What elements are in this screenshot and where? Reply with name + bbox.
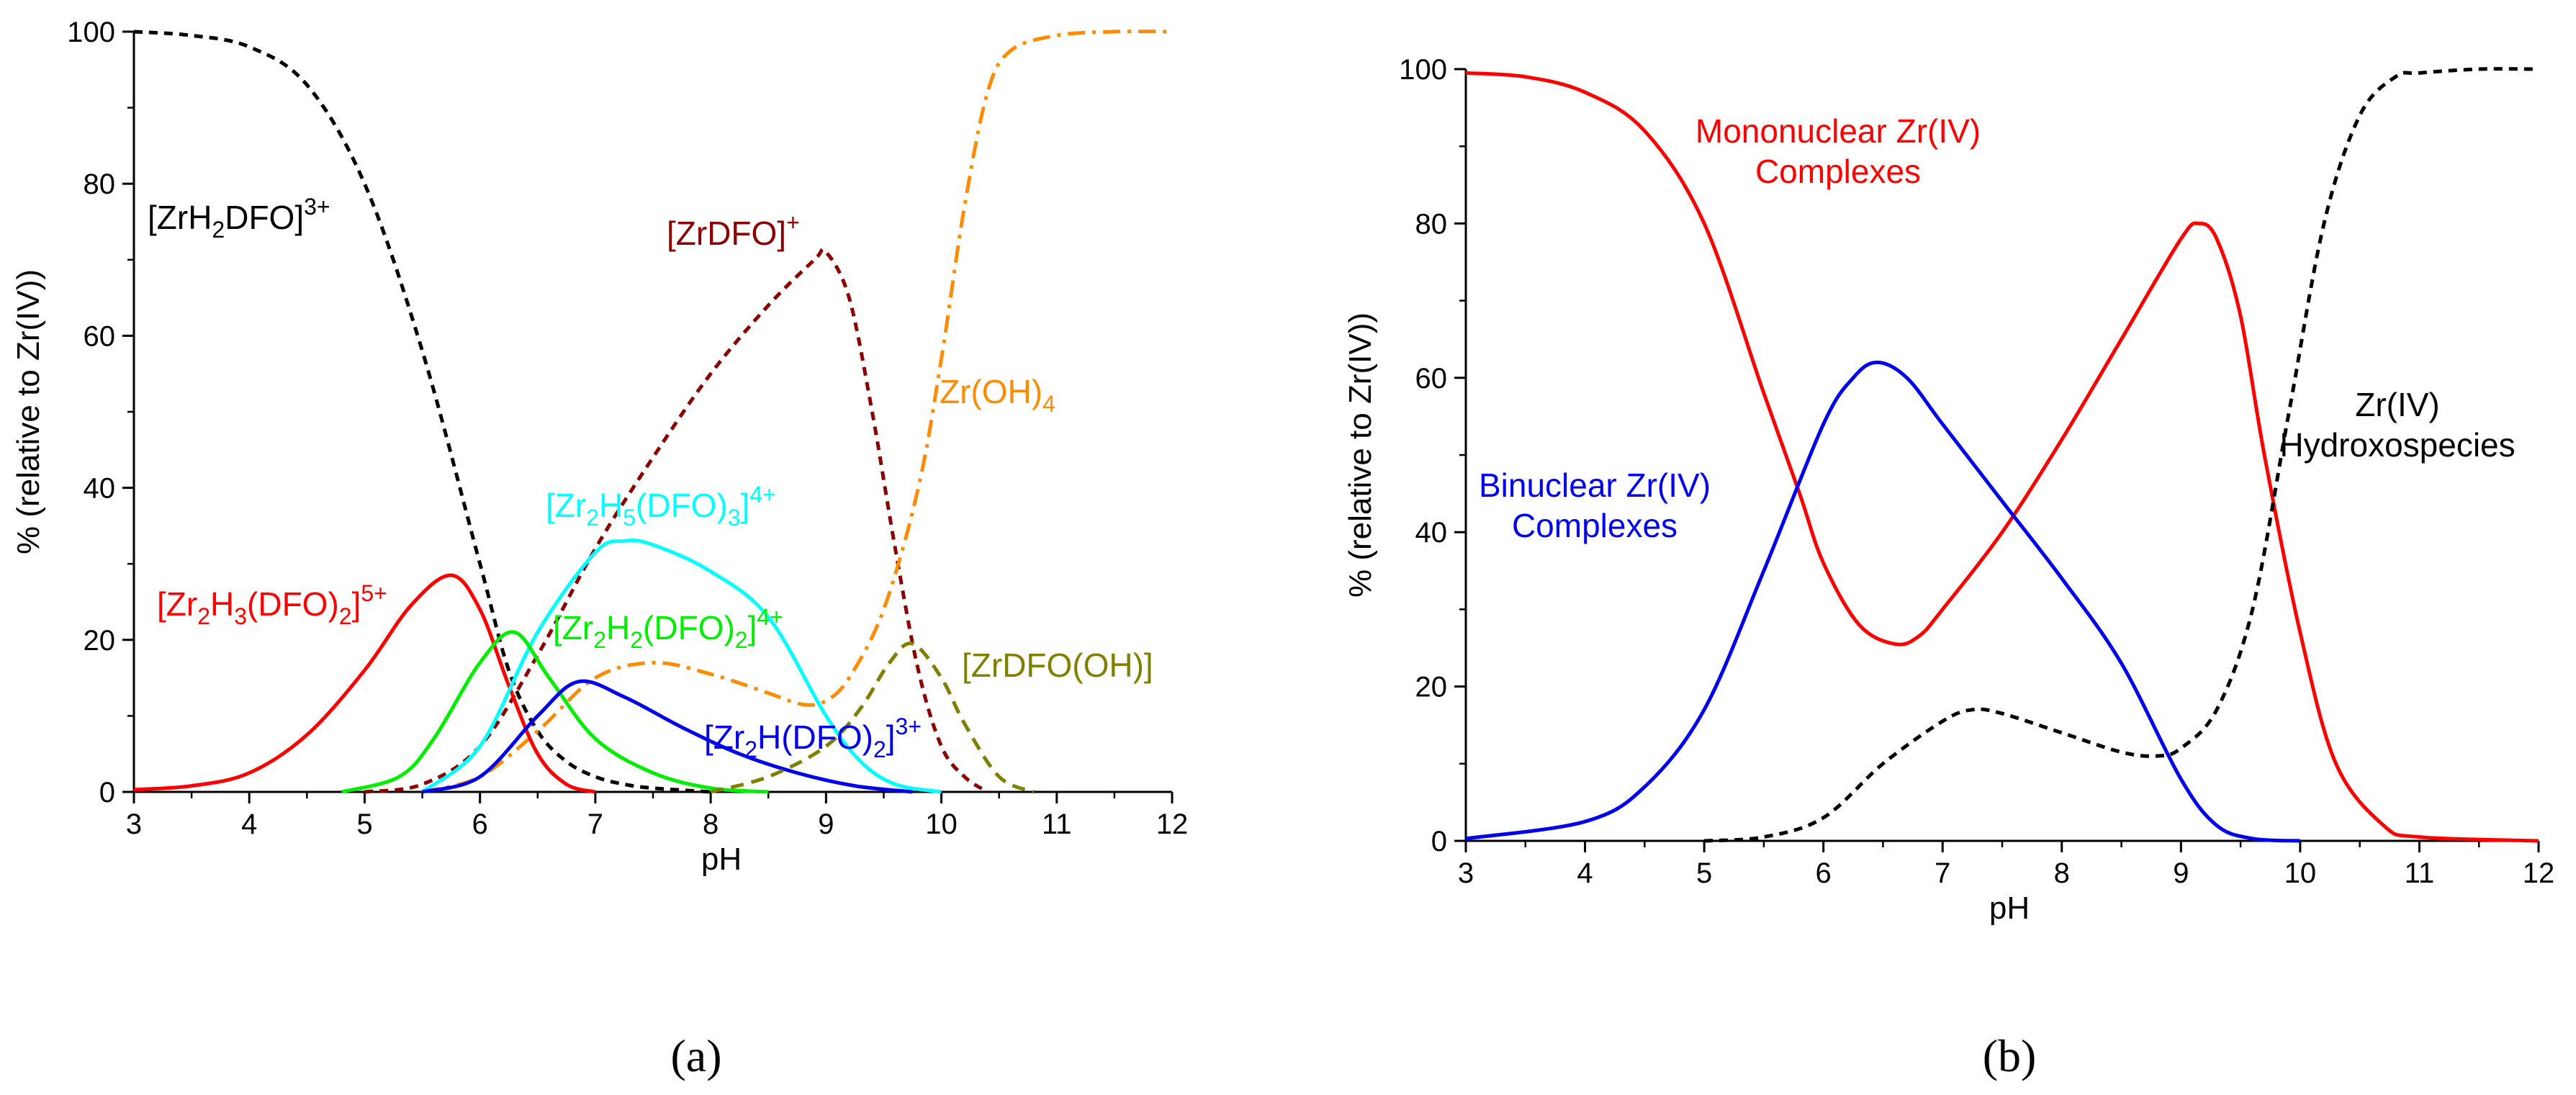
panel-label: (a) <box>670 1030 721 1081</box>
series-label-6: [Zr2H(DFO)2]3+ <box>704 713 922 762</box>
x-tick-label: 8 <box>2054 857 2070 889</box>
y-tick-label: 40 <box>84 473 116 505</box>
x-tick-label: 8 <box>703 808 719 840</box>
y-tick-label: 20 <box>1415 672 1448 703</box>
x-tick-label: 4 <box>1577 857 1593 889</box>
series-line-4 <box>421 539 942 794</box>
y-tick-label: 0 <box>99 777 115 808</box>
x-tick-label: 3 <box>126 808 142 840</box>
series-label-0: Mononuclear Zr(IV) <box>1695 112 1981 150</box>
y-axis-label: % (relative to Zr(IV)) <box>1343 312 1378 598</box>
series-label-7: [ZrDFO(OH)] <box>962 646 1153 684</box>
x-axis-label: pH <box>1989 891 2030 926</box>
y-tick-label: 0 <box>1431 826 1447 857</box>
series-line-3 <box>133 573 596 794</box>
series-label-0: Complexes <box>1755 153 1921 190</box>
x-tick-label: 10 <box>2284 857 2317 889</box>
series-line-5 <box>341 630 769 794</box>
x-tick-label: 11 <box>2405 857 2435 889</box>
x-tick-label: 5 <box>1696 857 1712 889</box>
series-line-1 <box>1465 360 2301 843</box>
x-axis-label: pH <box>701 842 742 877</box>
series-line-2 <box>1703 67 2539 843</box>
y-tick-label: 40 <box>1415 517 1448 549</box>
series-label-0: [ZrH2DFO]3+ <box>148 194 330 243</box>
series-label-2: Zr(IV) <box>2355 386 2440 423</box>
x-tick-label: 11 <box>1042 808 1072 840</box>
y-tick-label: 60 <box>84 320 116 352</box>
x-tick-label: 10 <box>925 808 958 840</box>
x-tick-label: 3 <box>1458 857 1474 889</box>
y-tick-label: 80 <box>1415 208 1448 240</box>
series-line-0 <box>1465 71 2539 843</box>
series-line-2 <box>421 30 1173 794</box>
x-tick-label: 6 <box>472 808 488 840</box>
series-label-1: [ZrDFO]+ <box>667 209 800 252</box>
y-tick-label: 20 <box>84 625 116 657</box>
x-tick-label: 6 <box>1816 857 1832 889</box>
series-line-7 <box>710 641 1035 794</box>
series-label-1: Binuclear Zr(IV) <box>1479 467 1711 504</box>
x-tick-label: 12 <box>2523 857 2555 889</box>
y-tick-label: 80 <box>84 168 116 200</box>
x-tick-label: 12 <box>1156 808 1189 840</box>
x-tick-label: 5 <box>356 808 372 840</box>
series-label-5: [Zr2H2(DFO)2]4+ <box>553 604 783 653</box>
panel-b-chart: 3 4 5 6 7 8 9 10 11 12 0 20 40 60 80 100 pH % (relative t… <box>1343 54 2554 1081</box>
series-line-6 <box>421 679 913 794</box>
series-label-2: Hydroxospecies <box>2279 426 2515 464</box>
x-tick-label: 9 <box>2173 857 2189 889</box>
series-label-1: Complexes <box>1512 507 1677 544</box>
panel-label: (b) <box>1983 1030 2037 1081</box>
x-tick-label: 7 <box>587 808 603 840</box>
y-tick-label: 60 <box>1415 363 1448 395</box>
panel-a-chart: 3 4 5 6 7 8 9 10 11 12 0 20 40 60 80 100 pH % (relative t… <box>11 17 1188 1081</box>
y-tick-label: 100 <box>1399 54 1447 86</box>
x-tick-label: 7 <box>1935 857 1950 889</box>
series-label-3: [Zr2H3(DFO)2]5+ <box>157 580 387 629</box>
series-label-2: Zr(OH)4 <box>940 373 1055 417</box>
y-tick-label: 100 <box>67 17 115 48</box>
series-line-0 <box>133 30 711 794</box>
series-label-4: [Zr2H5(DFO)3]4+ <box>546 482 776 531</box>
y-axis-label: % (relative to Zr(IV)) <box>11 269 46 554</box>
x-tick-label: 4 <box>241 808 257 840</box>
x-tick-label: 9 <box>818 808 834 840</box>
